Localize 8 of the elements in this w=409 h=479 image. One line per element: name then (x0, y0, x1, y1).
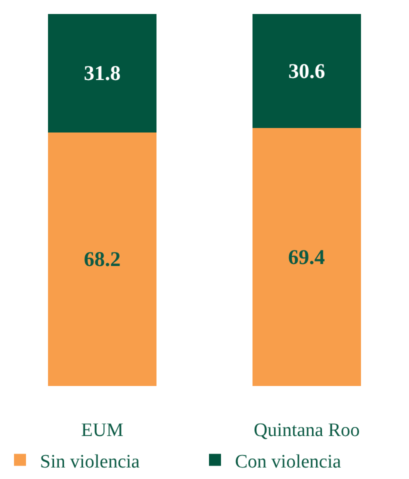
data-label: 31.8 (84, 61, 121, 86)
x-tick-label: Quintana Roo (254, 420, 360, 441)
legend-label: Sin violencia (40, 451, 140, 472)
data-label: 68.2 (84, 247, 121, 272)
data-label: 69.4 (288, 244, 326, 269)
data-label: 30.6 (288, 58, 326, 83)
legend-label: Con violencia (235, 451, 342, 472)
x-tick-label: EUM (81, 420, 124, 441)
